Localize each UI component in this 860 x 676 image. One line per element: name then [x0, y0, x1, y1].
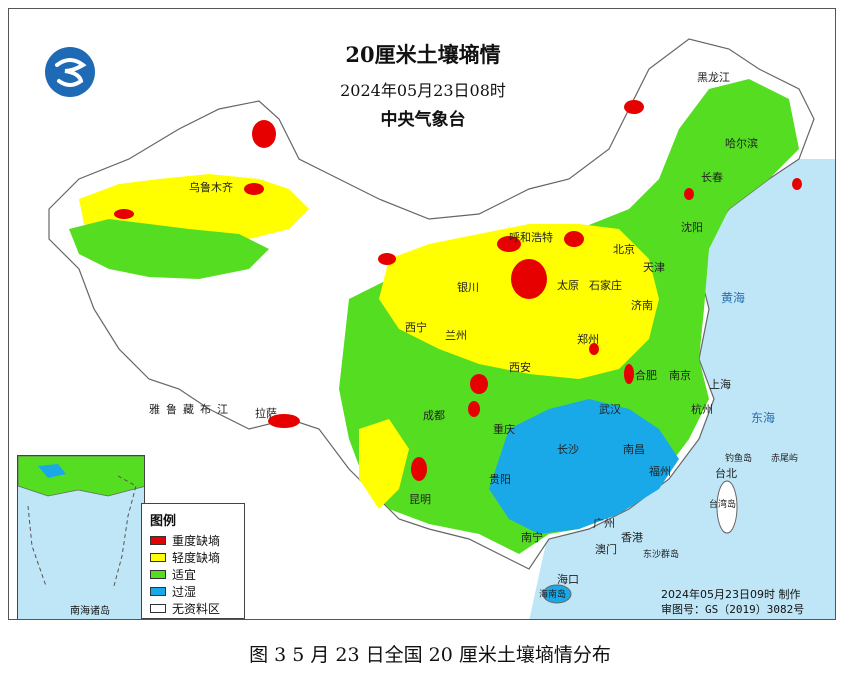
city-label: 台北 [715, 467, 737, 480]
severe-spot [411, 457, 427, 481]
severe-spot [378, 253, 396, 265]
legend-label: 无资料区 [172, 602, 221, 616]
city-label: 郑州 [577, 333, 599, 346]
city-label: 沈阳 [681, 221, 703, 234]
city-label: 拉萨 [255, 407, 277, 420]
city-label: 武汉 [599, 403, 621, 416]
city-label: 石家庄 [589, 279, 622, 292]
legend-item-wet: 过湿 [150, 583, 236, 600]
severe-spot [624, 100, 644, 114]
legend-label: 适宜 [172, 568, 197, 582]
region-label: 钓鱼岛 [725, 454, 753, 464]
inset-map [18, 456, 144, 587]
production-time: 2024年05月23日09时 制作 [661, 588, 801, 601]
city-label: 天津 [643, 261, 665, 274]
legend-swatch [150, 536, 166, 545]
city-label: 济南 [631, 299, 653, 312]
city-label: 广州 [593, 517, 615, 530]
soil-moisture-map [48, 38, 835, 619]
city-label: 重庆 [493, 423, 515, 436]
city-label: 兰州 [445, 329, 467, 342]
city-label: 哈尔滨 [725, 137, 758, 150]
city-label: 南京 [669, 369, 691, 382]
south-sea-area [529, 429, 835, 619]
city-label: 杭州 [691, 403, 713, 416]
region-label: 赤尾屿 [771, 454, 799, 464]
severe-spot [468, 401, 480, 417]
severe-spot [564, 231, 584, 247]
city-label: 贵阳 [489, 473, 511, 486]
inset-label: 南海诸岛 [70, 606, 110, 617]
legend: 图例 重度缺墒 轻度缺墒 适宜 过湿 无资料区 [141, 503, 245, 619]
city-label: 海口 [557, 573, 579, 586]
map-agency: 中央气象台 [380, 110, 466, 130]
taiwan-island [716, 480, 738, 534]
region-label: 黑龙江 [697, 71, 730, 84]
figure-caption: 图 3 5 月 23 日全国 20 厘米土壤墒情分布 [249, 644, 611, 666]
city-label: 香港 [621, 531, 643, 544]
city-label: 上海 [709, 378, 731, 391]
legend-swatch [150, 587, 166, 596]
severe-spot [792, 178, 802, 190]
city-label: 西宁 [405, 321, 427, 334]
legend-item-severe: 重度缺墒 [150, 532, 236, 549]
city-label: 福州 [649, 465, 671, 478]
green-zone-west [69, 219, 269, 279]
legend-item-suitable: 适宜 [150, 566, 236, 583]
severe-spot [624, 364, 634, 384]
legend-label: 轻度缺墒 [172, 551, 221, 565]
legend-label: 过湿 [172, 585, 197, 599]
severe-spot [114, 209, 134, 219]
legend-label: 重度缺墒 [172, 534, 221, 548]
review-number: 审图号：GS（2019）3082号 [661, 603, 805, 616]
dry-zone-yellow [379, 224, 659, 379]
hainan-island [542, 584, 572, 604]
city-label: 太原 [557, 279, 579, 292]
legend-swatch [150, 604, 166, 613]
south-china-sea-inset: 南海诸岛 [17, 455, 145, 619]
sea-label: 东海 [751, 411, 776, 425]
city-label: 南宁 [521, 531, 543, 544]
legend-swatch [150, 570, 166, 579]
map-title: 20厘米土壤墒情 [345, 42, 501, 67]
severe-spot [684, 188, 694, 200]
dry-zone-southwest [359, 419, 409, 509]
severe-spot [244, 183, 264, 195]
legend-swatch [150, 553, 166, 562]
severe-spot [511, 259, 547, 299]
region-label: 雅鲁藏布江 [149, 403, 234, 416]
cma-logo-icon [45, 47, 95, 97]
city-label: 合肥 [635, 369, 657, 382]
city-label: 成都 [423, 409, 445, 422]
region-label: 东沙群岛 [643, 550, 680, 560]
severe-spot [268, 414, 300, 428]
wet-zone-blue [489, 399, 679, 534]
city-label: 呼和浩特 [509, 231, 553, 244]
severe-spot [252, 120, 276, 148]
legend-item-nodata: 无资料区 [150, 600, 236, 617]
city-label: 长沙 [557, 443, 579, 456]
city-label: 澳门 [595, 543, 617, 556]
city-label: 银川 [457, 281, 479, 294]
severe-spot [497, 236, 521, 252]
city-label: 长春 [701, 171, 723, 184]
city-label: 乌鲁木齐 [189, 181, 233, 194]
legend-title: 图例 [150, 514, 177, 529]
city-label: 北京 [613, 243, 635, 256]
city-label: 西安 [509, 361, 531, 374]
region-label: 海南岛 [539, 590, 567, 600]
map-frame: 20厘米土壤墒情 2024年05月23日08时 中央气象台 乌鲁木齐 哈尔滨 长… [8, 8, 836, 620]
city-label: 南昌 [623, 443, 645, 456]
legend-item-mild: 轻度缺墒 [150, 549, 236, 566]
severe-spot [589, 343, 599, 355]
sea-label: 黄海 [721, 291, 746, 305]
region-label: 台湾岛 [709, 500, 737, 510]
severe-spot [470, 374, 488, 394]
city-label: 昆明 [409, 493, 431, 506]
map-date: 2024年05月23日08时 [340, 81, 506, 100]
